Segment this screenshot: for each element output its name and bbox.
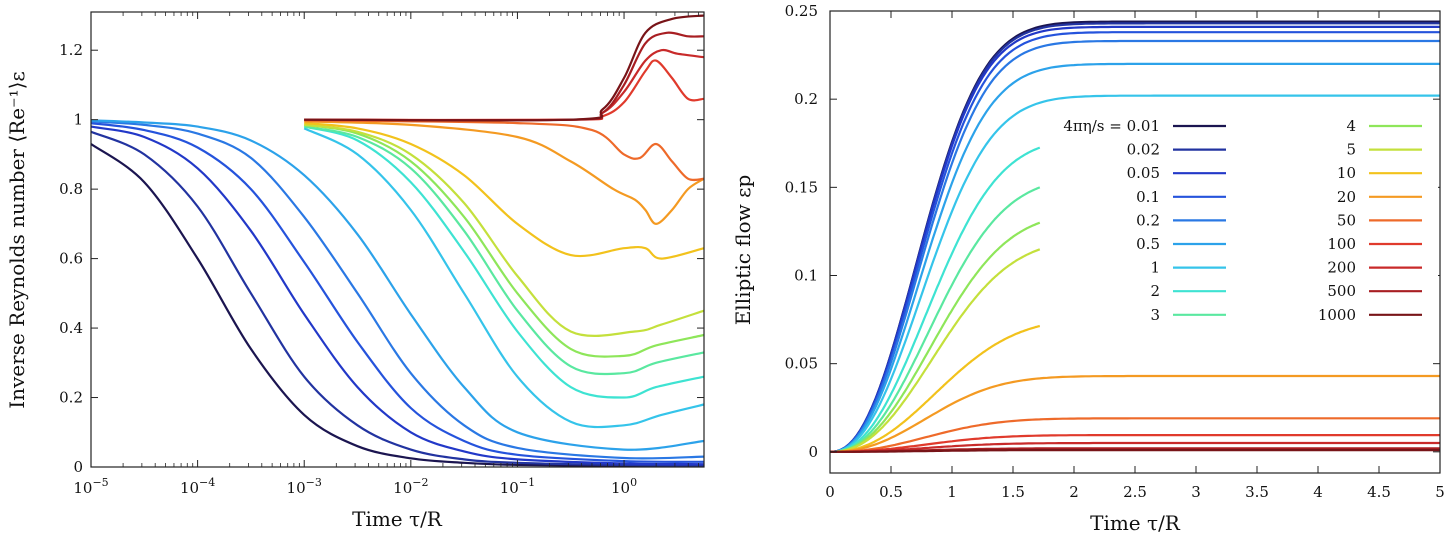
legend-label: 4 bbox=[1346, 117, 1356, 135]
right-series-line-0p1 bbox=[829, 31, 1440, 453]
right-x-tick-label: 4 bbox=[1313, 483, 1323, 501]
left-series-line-0p2 bbox=[90, 120, 705, 460]
legend-label: 2 bbox=[1150, 282, 1160, 300]
right-x-tick-label: 1 bbox=[947, 483, 957, 501]
right-x-tick-label: 3 bbox=[1191, 483, 1201, 501]
right-series-line-10 bbox=[830, 324, 1041, 453]
left-y-tick-label: 1.2 bbox=[59, 41, 83, 59]
right-x-tick-label: 4.5 bbox=[1367, 483, 1391, 501]
right-series-line-2 bbox=[830, 146, 1041, 453]
right-series-line-20 bbox=[830, 374, 1440, 453]
legend-label: 0.5 bbox=[1136, 235, 1160, 253]
right-chart: 0 0.5 1 1.5 2 2.5 3 3.5 4 4.5 500.050.10.150.20.25… bbox=[731, 2, 1445, 535]
right-x-tick-label: 2 bbox=[1069, 483, 1079, 501]
left-x-tick-label: 10−4 bbox=[180, 476, 215, 497]
left-y-tick-label: 0 bbox=[73, 458, 83, 476]
legend-label: 1 bbox=[1150, 259, 1160, 277]
legend: 4πη/s = 0.01 0.02 0.05 0.1 0.2 0.5 1 2 3 4 5 10 20 50… bbox=[1042, 110, 1438, 328]
left-y-axis-label: Inverse Reynolds number ⟨Re⁻¹⟩ε bbox=[5, 71, 29, 409]
right-series-line-1 bbox=[829, 94, 1440, 453]
right-x-tick-label: 3.5 bbox=[1245, 483, 1269, 501]
right-x-axis-label: Time τ/R bbox=[1090, 511, 1181, 535]
right-y-tick-label: 0.1 bbox=[794, 267, 818, 285]
legend-label: 200 bbox=[1327, 259, 1356, 277]
left-chart: 10−5 10−4 10−3 10−2 10−1 100 0 0.2 0.4 0.6 0.8 1 1.2… bbox=[5, 11, 705, 531]
left-series-line-0p1 bbox=[90, 122, 705, 463]
right-x-tick-label: 5 bbox=[1435, 483, 1445, 501]
left-series-line-200 bbox=[304, 48, 705, 122]
left-series-line-0p02 bbox=[90, 130, 705, 467]
right-series-line-4 bbox=[830, 221, 1041, 453]
legend-label: 10 bbox=[1337, 164, 1356, 182]
left-series-line-3 bbox=[303, 125, 705, 376]
left-y-tick-label: 0.2 bbox=[59, 389, 83, 407]
legend-label: 50 bbox=[1337, 211, 1356, 229]
left-series-line-1 bbox=[303, 127, 705, 429]
right-y-tick-label: 0.2 bbox=[794, 90, 818, 108]
legend-label: 0.05 bbox=[1127, 164, 1160, 182]
left-series-line-1000 bbox=[304, 14, 705, 122]
right-y-tick-label: 0.15 bbox=[785, 178, 818, 196]
left-series-line-0p5 bbox=[90, 119, 705, 451]
left-y-tick-label: 0.8 bbox=[59, 180, 83, 198]
left-series-lines bbox=[90, 14, 705, 468]
legend-label: 1000 bbox=[1318, 306, 1356, 324]
right-series-line-0p05 bbox=[829, 25, 1440, 453]
legend-items: 4πη/s = 0.01 0.02 0.05 0.1 0.2 0.5 1 2 3 4 5 10 20 50… bbox=[1063, 117, 1422, 324]
left-series-line-0p05 bbox=[90, 125, 705, 466]
right-series-line-3 bbox=[830, 186, 1041, 453]
right-x-tick-label: 0 bbox=[825, 483, 835, 501]
right-x-tick-label: 0.5 bbox=[879, 483, 903, 501]
legend-label: 20 bbox=[1337, 188, 1356, 206]
right-y-tick-label: 0.25 bbox=[785, 2, 818, 20]
left-series-line-500 bbox=[304, 31, 705, 122]
legend-label: 3 bbox=[1150, 306, 1160, 324]
right-series-line-50 bbox=[830, 417, 1440, 453]
left-plot-frame bbox=[90, 11, 705, 468]
legend-box bbox=[1042, 110, 1438, 328]
left-x-tick-label: 10−1 bbox=[500, 476, 535, 497]
left-series-line-0p01 bbox=[90, 143, 705, 468]
legend-label: 4πη/s = 0.01 bbox=[1063, 117, 1160, 135]
right-series-line-100 bbox=[830, 434, 1440, 453]
right-series-lines bbox=[829, 20, 1440, 453]
right-y-tick-label: 0 bbox=[808, 443, 818, 461]
left-y-tick-label: 1 bbox=[73, 111, 83, 129]
left-series-line-50 bbox=[304, 119, 705, 182]
legend-label: 100 bbox=[1327, 235, 1356, 253]
left-x-tick-label: 10−5 bbox=[73, 476, 108, 497]
left-series-line-2 bbox=[303, 125, 705, 399]
left-y-tick-label: 0.4 bbox=[59, 319, 83, 337]
legend-label: 500 bbox=[1327, 282, 1356, 300]
left-series-line-20 bbox=[304, 120, 705, 226]
legend-label: 0.02 bbox=[1127, 141, 1160, 159]
left-x-axis-label: Time τ/R bbox=[352, 507, 443, 531]
right-series-line-5 bbox=[830, 248, 1041, 453]
legend-label: 5 bbox=[1346, 141, 1356, 159]
right-ticks: 0 0.5 1 1.5 2 2.5 3 3.5 4 4.5 500.050.10.150.20.25 bbox=[785, 2, 1445, 501]
left-y-tick-label: 0.6 bbox=[59, 250, 83, 268]
right-series-line-200 bbox=[830, 441, 1440, 453]
left-series-line-100 bbox=[304, 59, 705, 122]
left-series-line-5 bbox=[304, 123, 705, 337]
legend-label: 0.2 bbox=[1136, 211, 1160, 229]
left-x-tick-label: 10−3 bbox=[287, 476, 322, 497]
right-series-line-0p2 bbox=[829, 39, 1440, 453]
right-y-tick-label: 0.05 bbox=[785, 355, 818, 373]
right-series-line-1000 bbox=[830, 449, 1440, 453]
legend-label: 0.1 bbox=[1136, 188, 1160, 206]
left-x-tick-label: 10−2 bbox=[393, 476, 428, 497]
right-x-tick-label: 1.5 bbox=[1001, 483, 1025, 501]
left-x-tick-label: 100 bbox=[611, 476, 637, 497]
right-series-line-0p5 bbox=[829, 62, 1440, 453]
left-series-line-10 bbox=[304, 122, 705, 260]
right-x-tick-label: 2.5 bbox=[1123, 483, 1147, 501]
left-ticks: 10−5 10−4 10−3 10−2 10−1 100 0 0.2 0.4 0.6 0.8 1 1.2 bbox=[59, 12, 704, 497]
right-y-axis-label: Elliptic flow εp bbox=[731, 175, 755, 326]
left-series-line-4 bbox=[304, 123, 705, 358]
